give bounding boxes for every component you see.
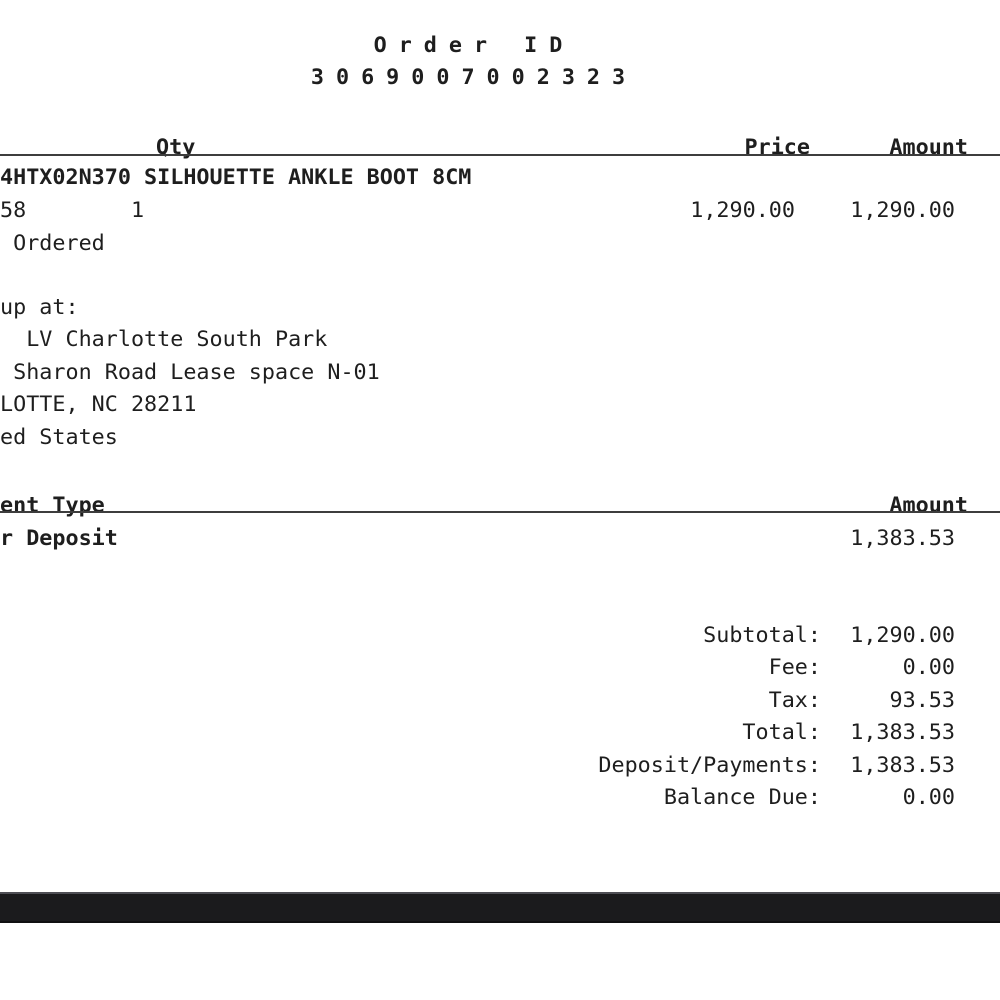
item-amount: 1,290.00 [850,198,955,223]
pickup-country: ed States [0,425,118,450]
total-value-total: 1,383.53 [850,720,955,745]
items-header-qty: Qty [156,135,196,160]
pickup-heading: up at: [0,295,79,320]
payment-row-type: r Deposit [0,526,118,551]
item-price: 1,290.00 [690,198,795,223]
order-id-number: 3069007002323 [310,65,638,90]
item-status: Ordered [0,231,105,256]
footer-bar [0,892,1000,923]
total-value-balance-due: 0.00 [902,785,955,810]
total-value-tax: 93.53 [889,688,955,713]
total-label-fee: Fee: [768,655,821,680]
item-description: 4HTX02N370 SILHOUETTE ANKLE BOOT 8CM [0,165,472,190]
total-label-total: Total: [742,720,821,745]
payment-header-type: ent Type [0,493,105,518]
items-header-rule [0,154,1000,156]
item-qty: 1 [131,198,145,223]
items-header-price: Price [744,135,810,160]
pickup-street: Sharon Road Lease space N-01 [0,360,380,385]
item-code: 58 [0,198,27,223]
total-label-subtotal: Subtotal: [703,623,821,648]
payment-header-rule [0,511,1000,513]
pickup-city-state-zip: LOTTE, NC 28211 [0,392,197,417]
items-header-amount: Amount [889,135,968,160]
total-label-balance-due: Balance Due: [663,785,821,810]
payment-header-amount: Amount [889,493,968,518]
payment-row-amount: 1,383.53 [850,526,955,551]
total-label-tax: Tax: [768,688,821,713]
pickup-store-name: LV Charlotte South Park [0,327,328,352]
total-value-fee: 0.00 [902,655,955,680]
order-id-title: Order ID [373,33,575,58]
total-value-subtotal: 1,290.00 [850,623,955,648]
total-label-deposit-payments: Deposit/Payments: [598,753,821,778]
total-value-deposit-payments: 1,383.53 [850,753,955,778]
